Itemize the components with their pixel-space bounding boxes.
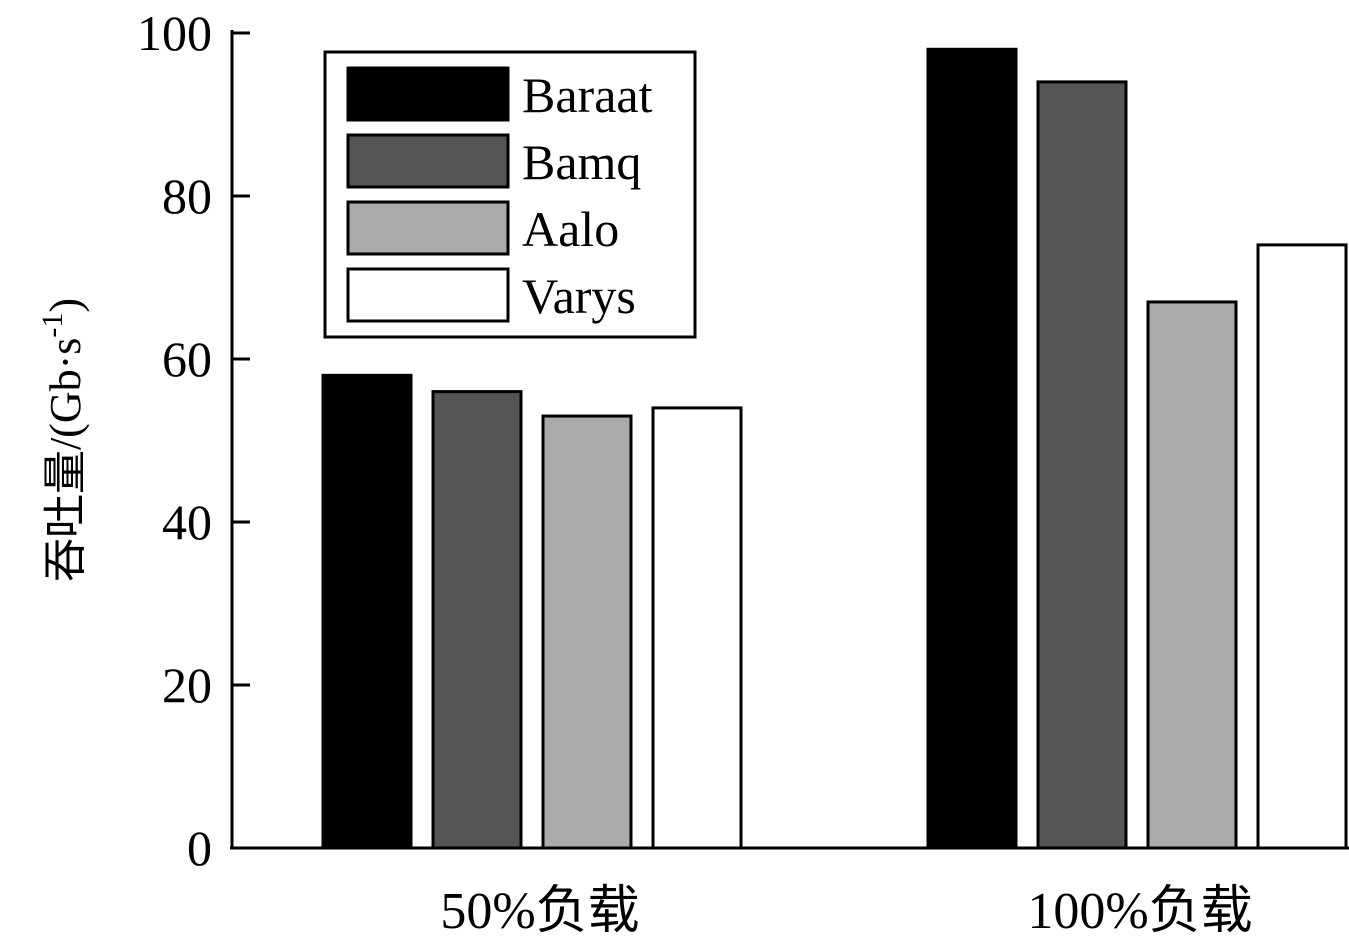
legend: Baraat Bamq Aalo Varys xyxy=(323,50,697,339)
legend-label-varys: Varys xyxy=(522,268,636,324)
y-tick-label: 40 xyxy=(162,494,212,550)
y-axis-label-close: ) xyxy=(41,298,90,313)
y-axis-label: 吞吐量/(Gb·s-1) xyxy=(36,298,90,582)
x-category-labels: 50%负载 100%负载 xyxy=(440,883,1252,940)
y-axis-label-text: 吞吐量/(Gb·s xyxy=(41,338,90,582)
bar-varys-2 xyxy=(1256,243,1348,850)
x-category-label: 50%负载 xyxy=(440,883,639,940)
y-tick-label: 80 xyxy=(162,168,212,224)
y-tick-label: 60 xyxy=(162,331,212,387)
legend-label-baraat: Baraat xyxy=(522,67,653,123)
legend-swatch-aalo xyxy=(346,200,510,256)
bar-baraat-2 xyxy=(926,47,1018,850)
y-ticks: 0 20 40 60 80 100 xyxy=(137,5,250,876)
x-category-label: 100%负载 xyxy=(1027,883,1252,940)
y-tick-label: 100 xyxy=(137,5,212,61)
legend-label-aalo: Aalo xyxy=(522,201,619,257)
axes-layer xyxy=(230,30,1349,850)
legend-swatch-bamq xyxy=(346,133,510,189)
bar-aalo-1 xyxy=(541,414,633,850)
bars-layer xyxy=(321,47,1348,850)
bar-aalo-2 xyxy=(1146,300,1238,850)
legend-swatch-baraat xyxy=(346,66,510,122)
bar-varys-1 xyxy=(651,406,743,850)
bar-bamq-1 xyxy=(431,390,523,850)
legend-swatch-varys xyxy=(346,267,510,323)
y-axis-label-sup: -1 xyxy=(36,313,69,338)
y-tick-label: 0 xyxy=(187,820,212,876)
bar-bamq-2 xyxy=(1036,80,1128,850)
y-tick-label: 20 xyxy=(162,657,212,713)
legend-label-bamq: Bamq xyxy=(522,134,641,190)
bar-baraat-1 xyxy=(321,373,413,850)
